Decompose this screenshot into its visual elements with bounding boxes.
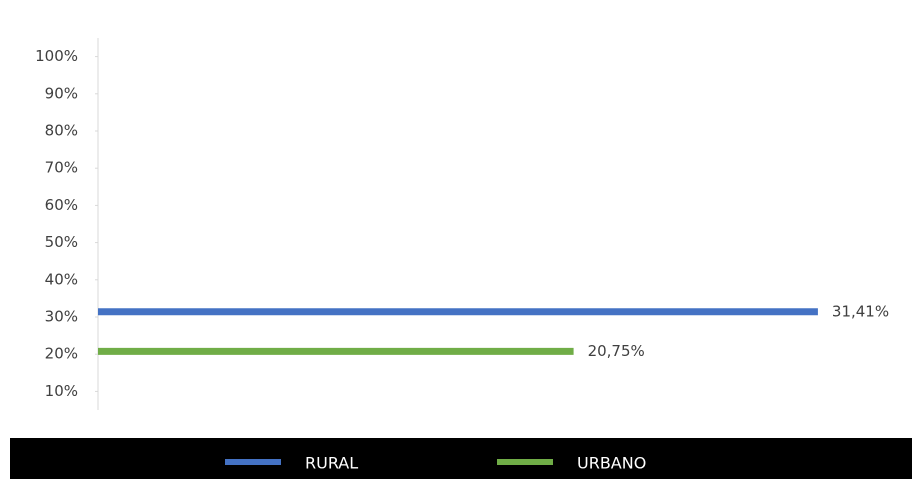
y-tick-label: 40% (45, 270, 78, 288)
y-tick-label: 90% (45, 84, 78, 102)
legend-band (10, 438, 912, 479)
y-tick-label: 70% (45, 159, 78, 177)
legend-label: RURAL (305, 454, 358, 473)
data-label: 20,75% (588, 342, 645, 360)
data-label: 31,41% (832, 302, 889, 320)
y-tick-label: 50% (45, 233, 78, 251)
y-tick-label: 100% (35, 47, 78, 65)
y-tick-label: 10% (45, 382, 78, 400)
y-tick-label: 30% (45, 308, 78, 326)
legend-label: URBANO (577, 454, 646, 473)
legend-swatch (225, 459, 281, 465)
y-tick-label: 20% (45, 345, 78, 363)
y-tick-label: 80% (45, 122, 78, 140)
legend-swatch (497, 459, 553, 465)
y-tick-label: 60% (45, 196, 78, 214)
